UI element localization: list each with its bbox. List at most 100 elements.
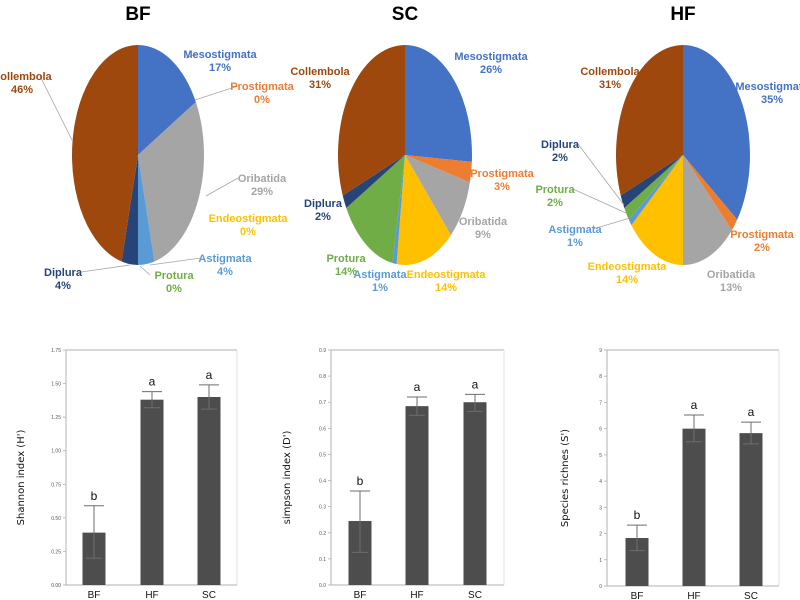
pie-value-diplura: 2%: [552, 152, 568, 164]
y-tick-label: 0.00: [51, 583, 61, 589]
pie-value-oribatida: 29%: [251, 186, 273, 198]
pie-title: HF: [670, 4, 695, 25]
y-tick-label: 5: [599, 453, 602, 459]
y-tick-label: 2: [599, 532, 602, 538]
pie-label-endeostigmata: Endeostigmata: [588, 261, 668, 273]
pie-slice-protura: [346, 155, 405, 264]
pie-label-astigmata: Astigmata: [198, 253, 252, 265]
pie-label-endeostigmata: Endeostigmata: [209, 213, 289, 225]
leader-line: [149, 257, 202, 266]
leader-line: [185, 53, 197, 59]
pie-slice-prostigmata: [683, 155, 738, 231]
significance-letter: a: [149, 375, 156, 389]
y-tick-label: 0.8: [319, 374, 326, 380]
pie-label-astigmata: Astigmata: [353, 269, 407, 281]
pie-slice-astigmata: [628, 155, 683, 226]
pie-label-mesostigmata: Mesostigmata: [183, 49, 257, 61]
pie-value-endeostigmata: 14%: [616, 274, 638, 286]
bar-sc: [739, 433, 763, 586]
pie-label-mesostigmata: Mesostigmata: [735, 81, 800, 93]
pie-label-prostigmata: Prostigmata: [230, 81, 294, 93]
leader-line: [80, 264, 131, 273]
y-axis-label: Species richnes (S'): [560, 429, 571, 527]
pie-value-diplura: 4%: [55, 280, 71, 292]
bar-bf: [82, 532, 106, 585]
pie-value-astigmata: 4%: [217, 266, 233, 278]
pie-slice-diplura: [121, 155, 138, 265]
pie-label-astigmata: Astigmata: [548, 224, 602, 236]
pie-slice-collembola: [338, 45, 405, 196]
x-tick-label: HF: [687, 591, 700, 600]
pie-value-mesostigmata: 26%: [480, 64, 502, 76]
pie-value-endeostigmata: 0%: [240, 226, 256, 238]
bar-chart-2: 0.0 0.1 0.2 0.3 0.4 0.5 0.6 0.7 0.8 0.9 simpson in…: [282, 348, 505, 600]
leader-line: [205, 177, 239, 197]
pie-label-mesostigmata: Mesostigmata: [454, 51, 528, 63]
significance-letter: a: [691, 398, 698, 412]
significance-letter: a: [414, 380, 421, 394]
pie-label-diplura: Diplura: [541, 139, 580, 151]
y-tick-label: 0.7: [319, 400, 326, 406]
y-tick-label: 0.25: [51, 549, 61, 555]
bar-hf: [682, 428, 706, 586]
pie-title: BF: [125, 4, 150, 25]
pie-label-protura: Protura: [326, 253, 366, 265]
pie-value-protura: 14%: [335, 266, 357, 278]
leader-line: [577, 143, 625, 206]
x-tick-label: HF: [410, 590, 423, 600]
y-tick-label: 6: [599, 427, 602, 433]
pie-slice-oribatida: [405, 155, 470, 236]
pie-slice-mesostigmata: [405, 45, 472, 162]
pie-value-mesostigmata: 17%: [209, 62, 231, 74]
pie-label-prostigmata: Prostigmata: [470, 168, 534, 180]
significance-letter: b: [634, 508, 641, 522]
y-tick-label: 0.75: [51, 482, 61, 488]
pie-value-oribatida: 13%: [720, 282, 742, 294]
pie-value-collembola: 31%: [599, 79, 621, 91]
pie-value-collembola: 31%: [309, 79, 331, 91]
pie-label-endeostigmata: Endeostigmata: [407, 269, 487, 281]
x-tick-label: BF: [631, 591, 644, 600]
leader-line: [39, 75, 73, 141]
x-tick-label: SC: [202, 590, 216, 600]
leader-line: [592, 217, 631, 230]
y-tick-label: 0: [599, 584, 602, 590]
pie-label-collembola: Collembola: [580, 66, 640, 78]
y-axis-label: Shannon index (H'): [16, 430, 27, 526]
bar-chart-1: 0.00 0.25 0.50 0.75 1.00 1.25 1.50 1.75 Shannon …: [16, 348, 238, 600]
pie-slice-prostigmata: [405, 155, 472, 183]
pie-label-prostigmata: Prostigmata: [730, 229, 794, 241]
y-tick-label: 9: [599, 348, 602, 354]
bar-bf: [348, 521, 372, 585]
pie-value-diplura: 2%: [315, 211, 331, 223]
x-tick-label: BF: [354, 590, 367, 600]
y-tick-label: 0.9: [319, 348, 326, 354]
y-tick-label: 1.50: [51, 382, 61, 388]
pie-value-mesostigmata: 35%: [761, 94, 783, 106]
pie-value-collembola: 46%: [11, 84, 33, 96]
bar-hf: [140, 399, 164, 585]
pie-value-astigmata: 1%: [372, 282, 388, 294]
y-axis-label: simpson index (D'): [282, 431, 293, 525]
pie-slice-astigmata: [392, 155, 405, 265]
pie-value-oribatida: 9%: [475, 229, 491, 241]
x-tick-label: HF: [145, 590, 158, 600]
y-tick-label: 3: [599, 505, 602, 511]
pie-slice-mesostigmata: [683, 45, 750, 220]
bar-sc: [197, 397, 221, 585]
pie-value-endeostigmata: 14%: [435, 282, 457, 294]
significance-letter: b: [91, 489, 98, 503]
pie-label-oribatida: Oribatida: [238, 173, 287, 185]
y-tick-label: 7: [599, 400, 602, 406]
pie-value-protura: 0%: [166, 283, 182, 295]
pie-value-prostigmata: 2%: [754, 242, 770, 254]
pie-label-diplura: Diplura: [44, 267, 83, 279]
y-tick-label: 1.25: [51, 415, 61, 421]
significance-letter: a: [748, 405, 755, 419]
pie-slice-mesostigmata: [138, 45, 196, 155]
x-tick-label: SC: [744, 591, 758, 600]
pie-label-oribatida: Oribatida: [707, 269, 756, 281]
y-tick-label: 0.0: [319, 583, 326, 589]
